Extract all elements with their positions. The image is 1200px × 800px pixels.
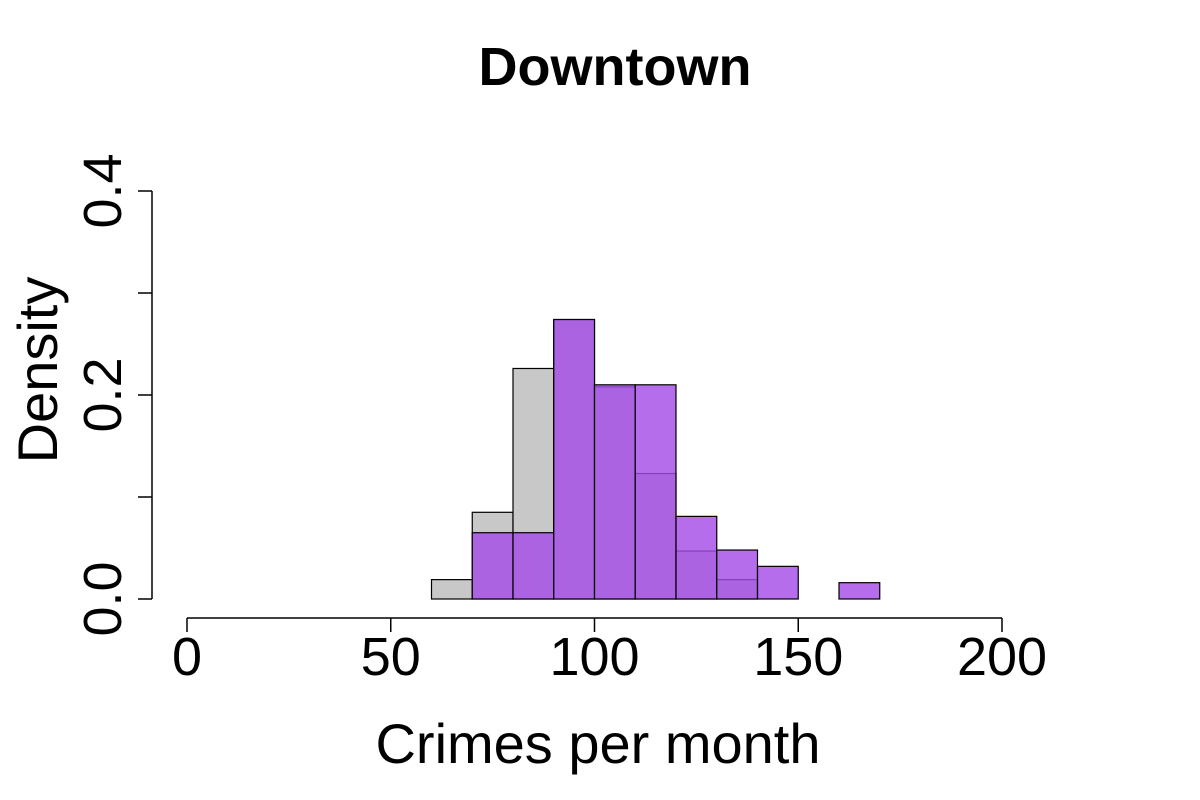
histogram-bars [430,318,881,600]
series-2-bars [471,318,881,600]
y-tick-label: 0.4 [73,153,133,228]
x-tick-label: 50 [361,627,421,687]
x-tick-label: 200 [957,627,1047,687]
x-tick-label: 150 [753,627,843,687]
x-tick-label: 100 [549,627,639,687]
series-2-bar [716,549,759,600]
series-2-bar [593,384,636,600]
chart-title: Downtown [479,37,752,97]
series-2-bar [756,565,799,600]
y-tick-label: 0.2 [73,357,133,432]
series-2-bar [675,515,718,600]
series-1-bar [430,579,473,600]
series-2-bar [838,582,881,600]
x-tick-label: 0 [172,627,202,687]
series-2-bar [512,532,555,600]
y-axis-ticks: 0.0 0.2 0.4 [73,153,152,637]
y-tick-label: 0.0 [73,561,133,636]
series-2-bar [634,384,677,600]
series-2-bar [553,318,596,600]
x-axis-label: Crimes per month [375,712,820,775]
series-2-bar [471,532,514,600]
y-axis-label: Density [6,277,69,464]
x-axis-ticks: 0 50 100 150 200 [172,618,1047,687]
